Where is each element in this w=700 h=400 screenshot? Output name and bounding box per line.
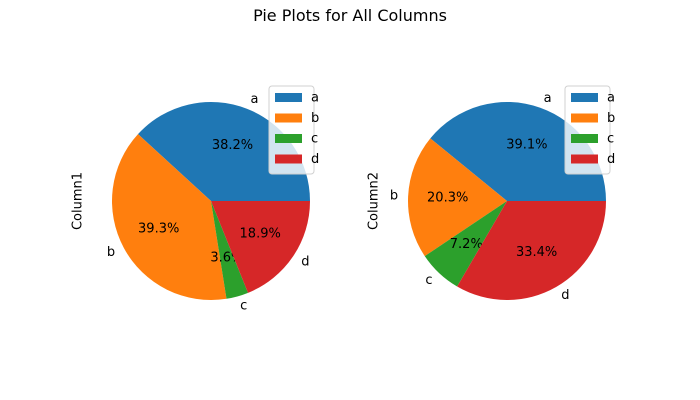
legend-swatch-c bbox=[571, 134, 598, 143]
pie-slice-b bbox=[407, 138, 507, 257]
legend-label-c: c bbox=[607, 132, 614, 147]
legend-frame bbox=[268, 85, 315, 175]
pie-slice-d bbox=[211, 201, 311, 293]
pie-slice-a bbox=[430, 101, 606, 201]
pie-slice-b bbox=[112, 134, 227, 300]
legend-label-d: d bbox=[607, 152, 615, 167]
ylabel: Column1 bbox=[71, 172, 86, 230]
slice-label-c: c bbox=[240, 298, 247, 313]
ylabel: Column2 bbox=[367, 172, 382, 230]
legend-swatch-a bbox=[275, 93, 302, 102]
pie-slice-c bbox=[211, 201, 249, 299]
pct-label-a: 38.2% bbox=[212, 138, 253, 153]
pie-slice-c bbox=[424, 201, 507, 287]
legend-label-b: b bbox=[311, 111, 319, 126]
slice-label-d: d bbox=[561, 288, 569, 303]
legend-label-d: d bbox=[311, 152, 319, 167]
pct-label-b: 39.3% bbox=[138, 222, 179, 237]
legend-label-a: a bbox=[607, 91, 615, 106]
slice-label-c: c bbox=[425, 273, 432, 288]
pct-label-d: 33.4% bbox=[516, 245, 557, 260]
pct-label-a: 39.1% bbox=[506, 138, 547, 153]
legend-label-c: c bbox=[311, 132, 318, 147]
legend-swatch-c bbox=[275, 134, 302, 143]
legend-label-a: a bbox=[311, 91, 319, 106]
legend-swatch-a bbox=[571, 93, 598, 102]
slice-label-d: d bbox=[301, 254, 309, 269]
pct-label-d: 18.9% bbox=[240, 227, 281, 242]
slice-label-a: a bbox=[544, 91, 552, 106]
pct-label-c: 7.2% bbox=[450, 237, 483, 252]
slice-label-a: a bbox=[251, 92, 259, 107]
legend-swatch-b bbox=[275, 113, 302, 123]
legend-swatch-d bbox=[571, 154, 598, 164]
pie-slice-a bbox=[137, 102, 310, 201]
legend-label-b: b bbox=[607, 111, 615, 126]
figure-title: Pie Plots for All Columns bbox=[253, 6, 447, 25]
slice-label-b: b bbox=[107, 245, 115, 260]
legend-swatch-d bbox=[275, 154, 302, 164]
legend-swatch-b bbox=[571, 113, 598, 123]
legend-frame bbox=[564, 85, 611, 175]
slice-label-b: b bbox=[390, 188, 398, 203]
pct-label-b: 20.3% bbox=[427, 191, 468, 206]
pie-slice-d bbox=[457, 201, 606, 301]
